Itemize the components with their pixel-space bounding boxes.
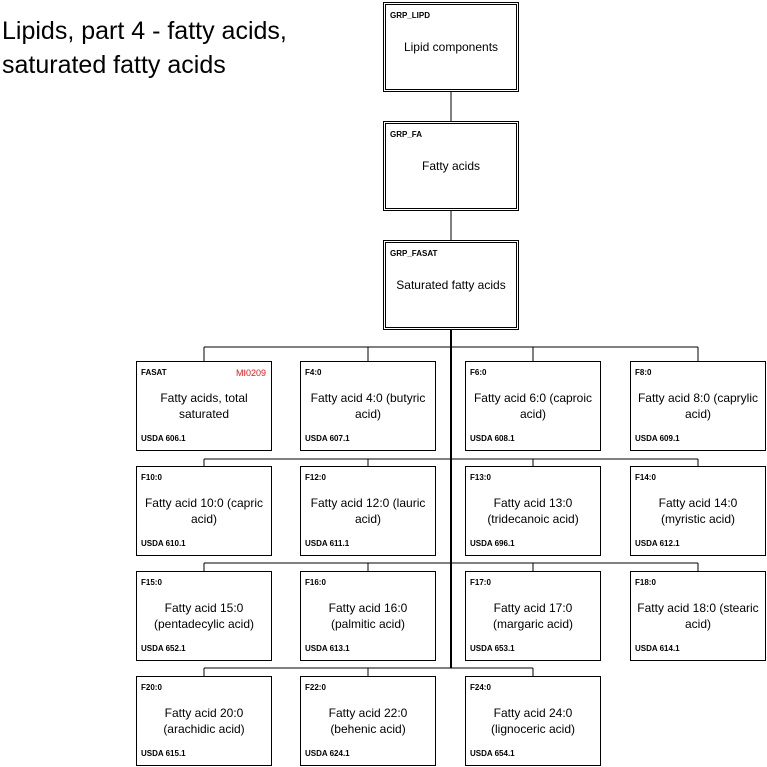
component-node-f12-0: F12:0 Fatty acid 12:0 (lauric acid) USDA… (300, 466, 436, 556)
component-usda: USDA 612.1 (635, 539, 680, 548)
component-node-f20-0: F20:0 Fatty acid 20:0 (arachidic acid) U… (136, 676, 272, 766)
component-usda: USDA 614.1 (635, 644, 680, 653)
component-usda: USDA 610.1 (141, 539, 186, 548)
component-usda: USDA 606.1 (141, 434, 186, 443)
group-code: GRP_LIPD (390, 11, 431, 20)
group-code: GRP_FA (390, 130, 423, 139)
component-node-f13-0: F13:0 Fatty acid 13:0 (tridecanoic acid)… (465, 466, 601, 556)
component-node-f10-0: F10:0 Fatty acid 10:0 (capric acid) USDA… (136, 466, 272, 556)
component-code: F14:0 (635, 473, 656, 482)
component-label: Fatty acid 17:0 (margaric acid) (492, 601, 573, 631)
component-node-f24-0: F24:0 Fatty acid 24:0 (lignoceric acid) … (465, 676, 601, 766)
component-node-f14-0: F14:0 Fatty acid 14:0 (myristic acid) US… (630, 466, 766, 556)
component-code: FASAT (141, 368, 167, 377)
component-label: Fatty acid 16:0 (palmitic acid) (328, 601, 408, 631)
component-code: F8:0 (635, 368, 652, 377)
component-label: Fatty acid 13:0 (tridecanoic acid) (487, 496, 579, 526)
component-usda: USDA 652.1 (141, 644, 186, 653)
group-label: Fatty acids (421, 159, 481, 173)
component-label: Fatty acid 22:0 (behenic acid) (328, 706, 408, 736)
component-usda: USDA 611.1 (305, 539, 350, 548)
component-code: F10:0 (141, 473, 162, 482)
component-usda: USDA 653.1 (470, 644, 515, 653)
component-label: Fatty acid 6:0 (caproic acid) (473, 391, 593, 421)
group-label: Lipid components (403, 40, 499, 54)
component-label: Fatty acid 15:0 (pentadecylic acid) (153, 601, 255, 631)
group-node-fatty-acids: GRP_FA Fatty acids (383, 121, 519, 211)
component-usda: USDA 654.1 (470, 749, 515, 758)
component-label: Fatty acids, total saturated (160, 391, 248, 421)
component-usda: USDA 624.1 (305, 749, 350, 758)
component-node-f4-0: F4:0 Fatty acid 4:0 (butyric acid) USDA … (300, 361, 436, 451)
component-usda: USDA 609.1 (635, 434, 680, 443)
component-label: Fatty acid 12:0 (lauric acid) (310, 496, 426, 526)
component-node-f16-0: F16:0 Fatty acid 16:0 (palmitic acid) US… (300, 571, 436, 661)
component-code: F6:0 (470, 368, 487, 377)
component-usda: USDA 613.1 (305, 644, 350, 653)
component-code: F18:0 (635, 578, 656, 587)
group-label: Saturated fatty acids (396, 278, 506, 292)
component-label: Fatty acid 8:0 (caprylic acid) (637, 391, 759, 421)
component-code: F22:0 (305, 683, 326, 692)
component-code: F20:0 (141, 683, 162, 692)
component-usda: USDA 615.1 (141, 749, 186, 758)
component-node-f22-0: F22:0 Fatty acid 22:0 (behenic acid) USD… (300, 676, 436, 766)
component-node-f6-0: F6:0 Fatty acid 6:0 (caproic acid) USDA … (465, 361, 601, 451)
component-usda: USDA 608.1 (470, 434, 515, 443)
group-node-saturated-fatty-acids: GRP_FASAT Saturated fatty acids (383, 240, 519, 330)
component-code: F15:0 (141, 578, 162, 587)
component-code: F4:0 (305, 368, 322, 377)
component-label: Fatty acid 20:0 (arachidic acid) (163, 706, 245, 736)
group-code: GRP_FASAT (390, 249, 438, 258)
component-code: F16:0 (305, 578, 326, 587)
component-usda: USDA 696.1 (470, 539, 515, 548)
component-code: F12:0 (305, 473, 326, 482)
component-node-fasat: FASAT MI0209 Fatty acids, total saturate… (136, 361, 272, 451)
component-label: Fatty acid 14:0 (myristic acid) (658, 496, 738, 526)
component-label: Fatty acid 24:0 (lignoceric acid) (490, 706, 576, 736)
component-node-f17-0: F17:0 Fatty acid 17:0 (margaric acid) US… (465, 571, 601, 661)
component-code: F13:0 (470, 473, 491, 482)
component-code: F24:0 (470, 683, 491, 692)
component-node-f18-0: F18:0 Fatty acid 18:0 (stearic acid) USD… (630, 571, 766, 661)
component-reference: MI0209 (235, 368, 266, 378)
component-label: Fatty acid 10:0 (capric acid) (144, 496, 264, 526)
component-node-f15-0: F15:0 Fatty acid 15:0 (pentadecylic acid… (136, 571, 272, 661)
component-usda: USDA 607.1 (305, 434, 350, 443)
group-node-lipid-components: GRP_LIPD Lipid components (383, 2, 519, 92)
page-title: Lipids, part 4 - fatty acids, saturated … (2, 17, 287, 79)
component-label: Fatty acid 4:0 (butyric acid) (310, 391, 426, 421)
component-node-f8-0: F8:0 Fatty acid 8:0 (caprylic acid) USDA… (630, 361, 766, 451)
component-code: F17:0 (470, 578, 491, 587)
component-label: Fatty acid 18:0 (stearic acid) (637, 601, 759, 631)
